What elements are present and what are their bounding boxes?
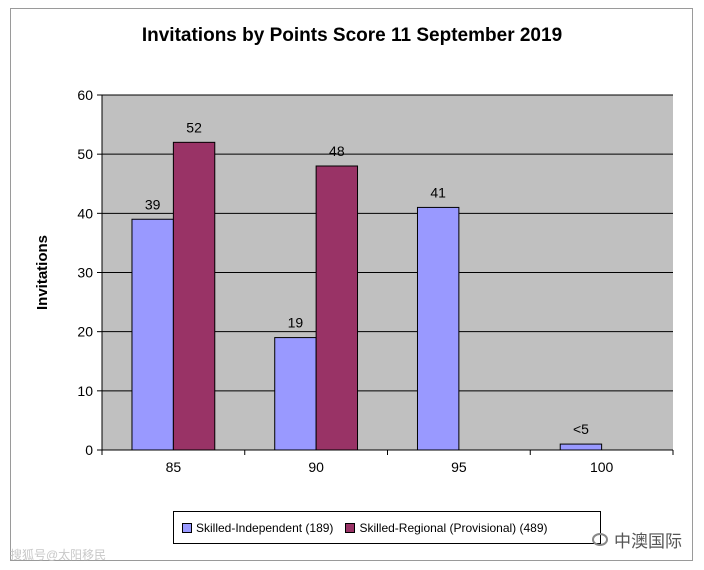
x-tick-label-85: 85 xyxy=(166,459,182,475)
watermark-right: 中澳国际 xyxy=(592,527,682,552)
y-tick-label-50: 50 xyxy=(77,146,93,162)
chart-legend: Skilled-Independent (189) Skilled-Region… xyxy=(173,511,601,544)
x-tick-label-90: 90 xyxy=(308,459,324,475)
x-tick-label-100: 100 xyxy=(590,459,614,475)
bar-s1-85 xyxy=(131,218,174,451)
x-tick-label-95: 95 xyxy=(451,459,467,475)
legend-label-series-2: Skilled-Regional (Provisional) (489) xyxy=(359,520,548,535)
bar-s1-95 xyxy=(416,206,460,451)
data-label-s1-95: 41 xyxy=(430,184,446,200)
data-label-s2-90: 48 xyxy=(329,143,345,159)
legend-swatch-series-1 xyxy=(182,522,192,533)
data-label-s1-100: <5 xyxy=(573,421,589,437)
legend-label-series-1: Skilled-Independent (189) xyxy=(196,520,334,535)
y-tick-label-60: 60 xyxy=(77,87,93,103)
chart-title: Invitations by Points Score 11 September… xyxy=(141,25,563,46)
y-tick-label-40: 40 xyxy=(77,205,93,221)
y-tick-label-30: 30 xyxy=(77,265,93,281)
wechat-icon xyxy=(592,533,608,546)
data-label-s1-90: 19 xyxy=(288,315,304,331)
watermark-left: 搜狐号@太阳移民 xyxy=(10,548,107,562)
legend-item-series-1: Skilled-Independent (189) xyxy=(182,521,333,535)
bar-s1-90 xyxy=(274,337,317,451)
y-axis-label: Invitations xyxy=(34,235,51,310)
y-tick-label-20: 20 xyxy=(77,324,93,340)
bar-s2-90 xyxy=(315,165,359,451)
y-tick-label-0: 0 xyxy=(85,442,93,458)
data-label-s2-85: 52 xyxy=(186,119,202,135)
bar-s2-85 xyxy=(172,141,216,451)
legend-swatch-series-2 xyxy=(345,522,356,533)
y-tick-label-10: 10 xyxy=(77,383,93,399)
legend-item-series-2: Skilled-Regional (Provisional) (489) xyxy=(345,520,548,535)
watermark-right-text: 中澳国际 xyxy=(614,532,682,551)
bar-s1-100 xyxy=(559,443,603,451)
data-label-s1-85: 39 xyxy=(145,196,161,212)
